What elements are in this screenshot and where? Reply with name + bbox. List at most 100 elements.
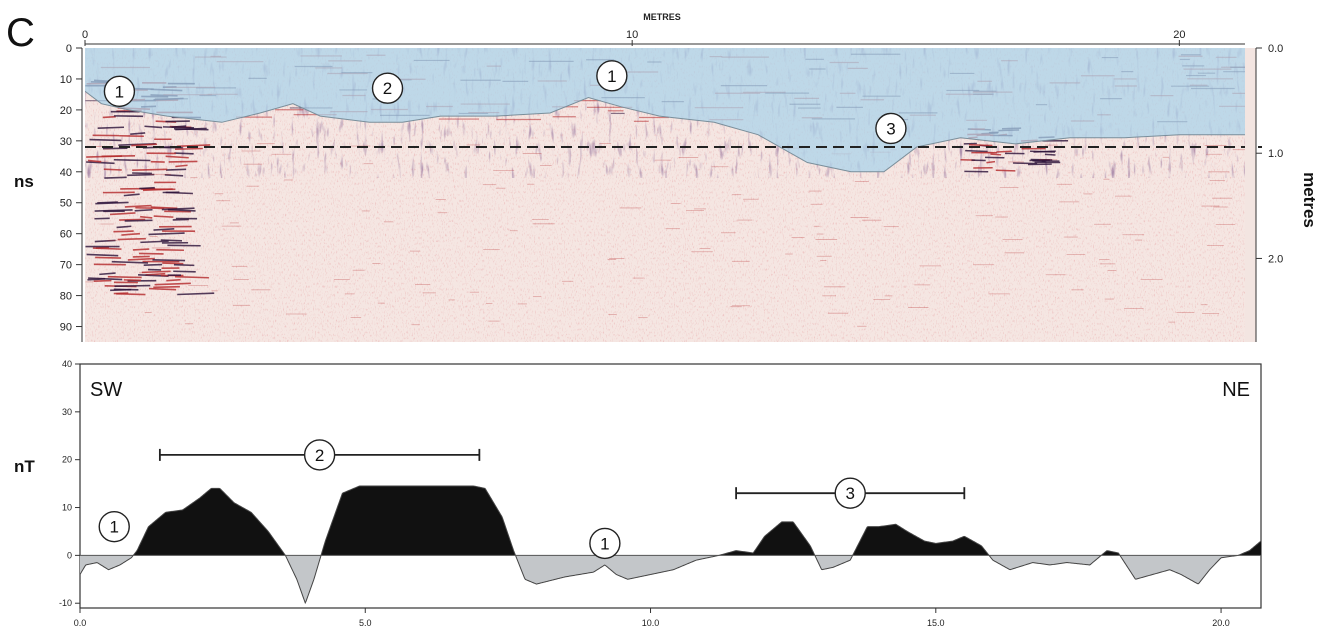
reflection-streak [130,132,146,135]
reflection-streak [140,240,169,244]
mag-y-tick-label: 20 [62,455,72,465]
reflection-streak [87,277,106,281]
gpr-x-tick-label: 10 [626,29,638,41]
bracket-label-2-circle [303,439,336,471]
reflection-streak [150,206,178,210]
mag-annotation-1: 1 [98,510,130,543]
reflection-streak [88,277,123,281]
mag-x-tick-label: 10.0 [642,618,660,628]
gpr-y-tick-label: 40 [60,167,72,179]
reflection-streak [166,278,181,282]
gpr-annotation-1-circle [596,60,628,92]
reflection-streak [121,232,141,236]
mag-y-axis-label: nT [14,457,35,476]
gpr-y-tick-label: 90 [60,322,72,334]
reflection-streak [161,207,195,211]
reflection-streak [103,168,122,171]
gpr-right-tick-label: 0.0 [1268,43,1283,55]
negative-anomaly-area [80,555,1261,603]
gpr-right-axis-label: metres [1300,172,1319,228]
reflection-streak [165,191,193,195]
gpr-x-tick-label: 20 [1173,29,1185,41]
reflection-streak [86,155,123,158]
bracket-label-2: 2 [303,439,336,471]
reflection-streak [172,218,189,221]
gpr-annotation-2-number: 2 [383,79,392,98]
reflection-streak [143,263,163,267]
reflection-streak [119,218,146,221]
gpr-annotation-3: 3 [875,112,907,145]
reflection-streak [104,176,127,179]
reflection-streak [135,206,165,210]
mag-annotation-1-number: 1 [600,534,609,553]
reflection-streak [124,204,152,208]
gpr-annotation-1-number: 1 [115,82,124,101]
gpr-x-ticks: 0 10 20 [82,29,1245,46]
mag-y-tick-label: 0 [67,550,72,560]
mag-x-tick-label: 20.0 [1212,618,1230,628]
gpr-annotation-1-circle [103,75,136,108]
reflection-streak [141,270,171,274]
gpr-y-tick-label: 70 [60,260,72,272]
gpr-x-axis-label: METRES [643,12,681,22]
reflection-streak [99,272,116,276]
reflection-streak [113,158,151,162]
reflection-streak [132,248,150,251]
gpr-y-axis-label: ns [14,172,34,191]
mag-annotation-1-circle [98,510,130,543]
gpr-annotation-3-circle [875,112,907,145]
reflection-streak [139,186,155,190]
reflection-streak [97,126,125,129]
gpr-annotation-1: 1 [596,60,628,92]
reflection-streak [86,253,119,257]
gpr-annotation-3-number: 3 [886,119,895,138]
reflection-streak [132,168,168,171]
reflection-streak [107,275,142,279]
reflection-streak [162,262,184,265]
reflection-streak [102,115,116,119]
mag-y-ticks: 40 30 20 10 0 -10 [59,359,80,608]
mag-annotation-1-number: 1 [109,518,118,537]
gpr-annotation-2: 2 [371,72,404,104]
mag-plot-frame [79,363,1262,609]
reflection-streak [160,239,182,242]
mag-y-tick-label: 30 [62,407,72,417]
bracket-3: 3 [735,477,966,509]
reflection-streak [110,288,132,292]
gpr-right-ticks: 0.0 1.0 2.0 [1255,43,1283,342]
reflection-streak [102,147,128,150]
reflection-streak [173,270,196,273]
radargram-right-strip [1245,48,1256,342]
reflection-streak [127,173,155,177]
gpr-y-tick-label: 0 [66,43,72,55]
mag-x-tick-label: 0.0 [74,618,87,628]
reflection-streak [92,247,122,250]
corner-label-sw: SW [90,379,122,401]
mag-annotation-1-circle [589,527,621,560]
reflection-streak [134,208,153,212]
reflection-streak [177,292,215,296]
reflection-streak [154,282,191,286]
overlay-boundary-line [85,90,1245,173]
reflection-streak [87,159,102,163]
reflection-streak [153,215,174,218]
mag-annotation-1: 1 [589,527,621,560]
reflection-streak [1030,150,1056,153]
reflection-streak [965,149,988,153]
bracket-2: 2 [158,439,481,471]
positive-anomaly-area [80,486,1261,556]
reflection-streak [131,143,158,147]
magnetometry-panel: nT SW NE 0.0 5.0 10.0 15.0 20.0 40 30 20 10 0 -10… [14,359,1262,628]
gpr-y-ticks: 0 10 20 30 40 50 60 70 80 90 [60,43,83,342]
mag-brackets: 23 [158,439,966,509]
reflection-streak [117,237,146,241]
corner-label-ne: NE [1222,379,1250,401]
reflection-streak [153,228,175,231]
magnetic-profile-line [80,485,1261,605]
reflection-streak [173,263,195,267]
gpr-right-tick-label: 1.0 [1268,148,1283,160]
reflection-streak [995,169,1016,172]
reflection-streak [166,168,187,171]
gpr-annotation-1-number: 1 [607,67,616,86]
reflection-streak [174,152,194,155]
